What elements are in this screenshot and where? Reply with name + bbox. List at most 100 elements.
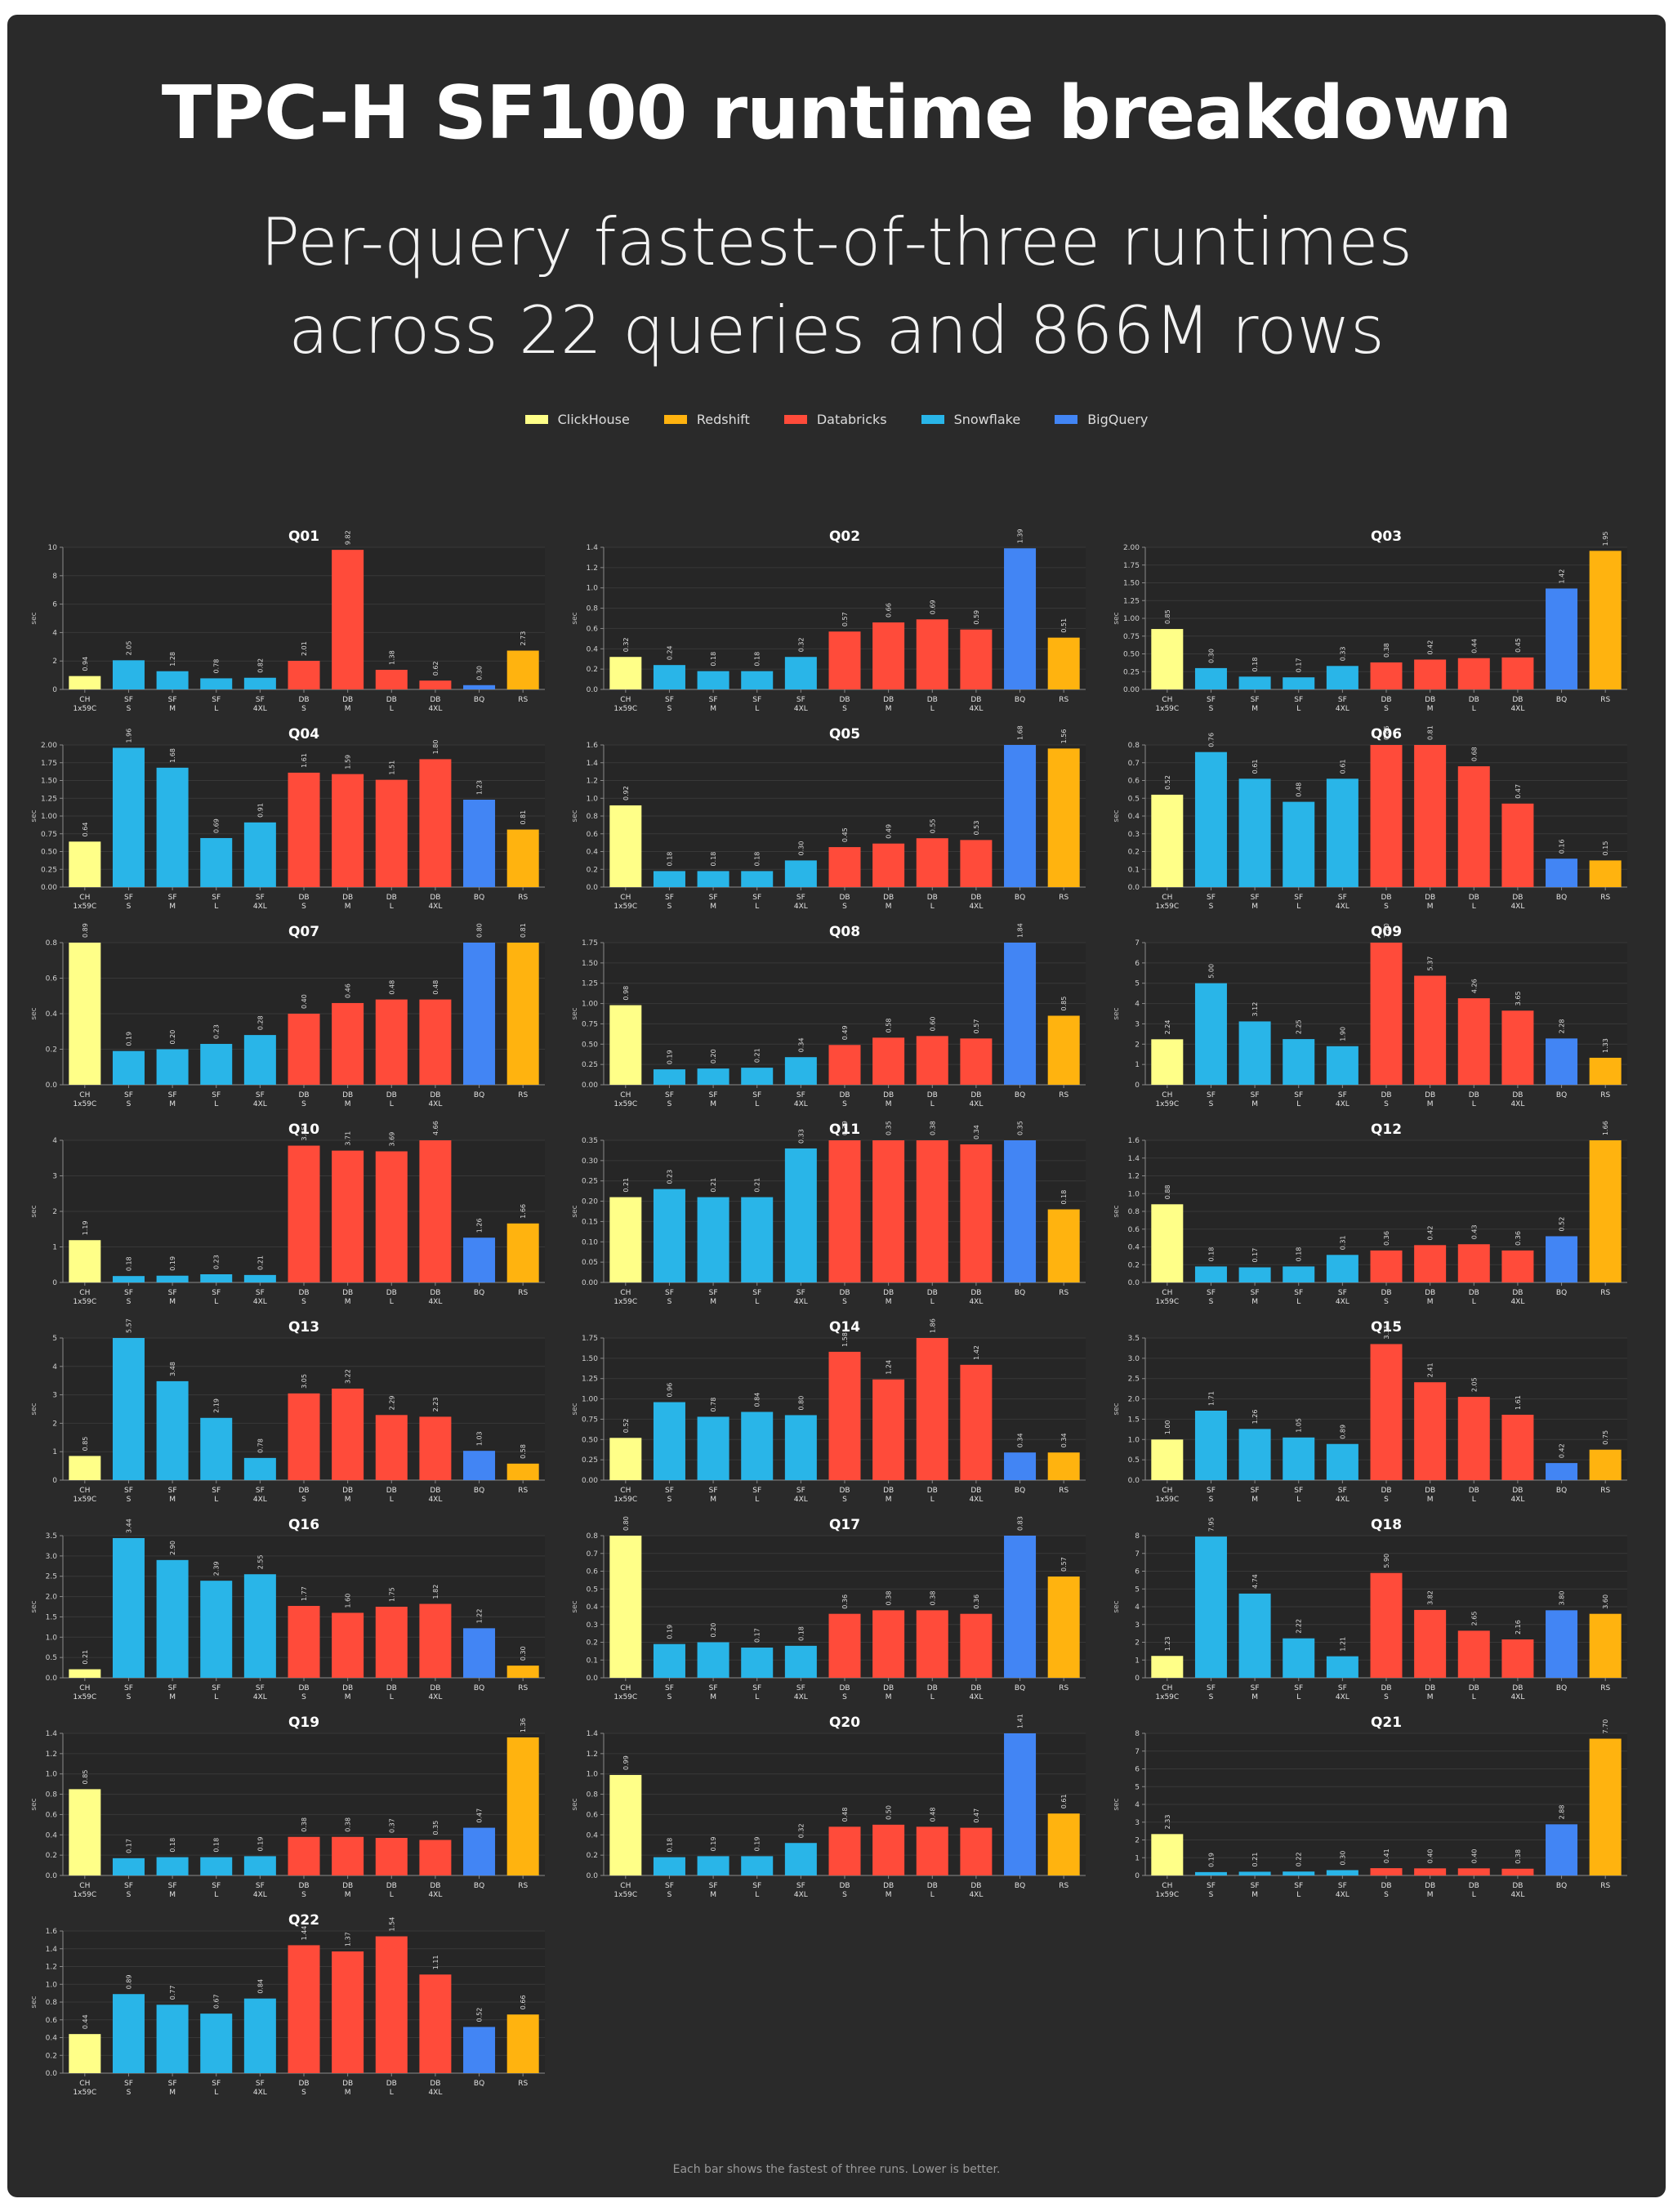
y-axis-label: sec xyxy=(571,1205,579,1217)
x-tick-label: SF xyxy=(665,1882,674,1890)
x-tick-label: BQ xyxy=(474,696,484,704)
bar-value-label: 0.81 xyxy=(520,810,527,825)
y-tick-label: 3 xyxy=(1135,1020,1140,1028)
chart-panel-q15: Q15 0.0 0.5 1.0 1.5 2.0 2.5 3.0 3.5 sec 1.00 CH1x59… xyxy=(1113,1319,1627,1504)
x-tick-label: SF xyxy=(1251,1289,1260,1297)
x-tick-label: DB xyxy=(883,1289,894,1297)
x-tick-label: M xyxy=(1427,1693,1434,1701)
x-tick-label: DB xyxy=(927,1882,938,1890)
x-tick-label: S xyxy=(842,705,847,713)
bar xyxy=(828,1045,861,1085)
x-tick-label: L xyxy=(214,2089,218,2097)
x-tick-label: RS xyxy=(518,1091,528,1099)
x-tick-label: L xyxy=(755,1891,759,1899)
y-tick-label: 0.0 xyxy=(587,884,599,892)
y-tick-label: 0.50 xyxy=(582,1041,598,1049)
x-tick-label: SF xyxy=(796,1882,805,1890)
x-tick-label: L xyxy=(930,705,935,713)
y-tick-label: 0.6 xyxy=(587,1568,599,1576)
bar-value-label: 0.45 xyxy=(841,827,849,842)
y-tick-label: 1.2 xyxy=(587,1750,598,1759)
x-tick-label: 1x59C xyxy=(613,705,637,713)
bar xyxy=(784,860,817,887)
y-tick-label: 2 xyxy=(1135,1639,1140,1648)
panel-title: Q13 xyxy=(288,1319,319,1336)
x-tick-label: DB xyxy=(342,1091,353,1099)
x-tick-label: SF xyxy=(665,1091,674,1099)
bar-value-label: 2.24 xyxy=(1164,1020,1171,1035)
bar-value-label: 5.90 xyxy=(1383,1554,1390,1568)
bar-value-label: 0.18 xyxy=(754,852,761,867)
panel-title: Q16 xyxy=(288,1517,319,1533)
x-tick-label: SF xyxy=(124,2080,133,2088)
y-tick-label: 2.0 xyxy=(46,1594,58,1602)
bar-value-label: 2.23 xyxy=(432,1398,439,1412)
x-tick-label: DB xyxy=(1381,1684,1391,1692)
y-tick-label: 1.6 xyxy=(1128,1137,1140,1145)
y-tick-label: 0.2 xyxy=(587,1639,598,1648)
bar xyxy=(828,1351,861,1480)
bar xyxy=(828,631,861,689)
bar-value-label: 0.52 xyxy=(622,1418,630,1433)
bar xyxy=(1414,1868,1447,1875)
y-tick-label: 7 xyxy=(1135,1550,1140,1559)
y-tick-label: 0.2 xyxy=(46,2052,57,2060)
y-tick-label: 0.6 xyxy=(587,831,599,839)
y-tick-label: 4 xyxy=(1135,1001,1140,1009)
y-tick-label: 0.4 xyxy=(587,1831,599,1840)
x-tick-label: SF xyxy=(1207,1091,1216,1099)
bar xyxy=(1283,1266,1315,1282)
bar xyxy=(156,1857,189,1875)
bar-value-label: 0.91 xyxy=(257,803,264,818)
x-tick-label: S xyxy=(127,1496,132,1504)
bar-value-label: 0.55 xyxy=(929,818,936,833)
x-tick-label: L xyxy=(1296,1891,1300,1899)
bar-value-label: 0.23 xyxy=(666,1170,673,1184)
bar xyxy=(1047,637,1080,689)
x-tick-label: L xyxy=(930,1100,935,1108)
bar xyxy=(828,847,861,887)
bar-value-label: 0.82 xyxy=(257,658,264,673)
bar xyxy=(872,1140,905,1282)
y-tick-label: 2.00 xyxy=(1123,544,1140,552)
y-tick-label: 6 xyxy=(52,601,57,609)
bar-value-label: 0.69 xyxy=(213,818,221,833)
chart-panel-q08: Q08 0.00 0.25 0.50 0.75 1.00 1.25 1.50 1.75 sec 0.… xyxy=(571,923,1086,1108)
bar-value-label: 0.52 xyxy=(476,2008,484,2022)
bar xyxy=(1414,1245,1447,1282)
y-tick-label: 1.25 xyxy=(1123,597,1140,605)
bar-value-label: 3.35 xyxy=(1383,1325,1390,1340)
bar xyxy=(1501,657,1534,689)
subtitle-line-2: across 22 queries and 866M rows xyxy=(288,292,1385,368)
bar xyxy=(419,1603,452,1678)
x-tick-label: SF xyxy=(1294,894,1303,902)
x-tick-label: M xyxy=(345,2089,351,2097)
bar xyxy=(332,1150,364,1282)
x-tick-label: 1x59C xyxy=(613,1100,637,1108)
bar xyxy=(1047,1452,1080,1480)
y-axis-label: sec xyxy=(30,1007,38,1019)
bar-value-label: 9.82 xyxy=(345,530,352,545)
bar-value-label: 0.92 xyxy=(622,786,630,801)
x-tick-label: DB xyxy=(970,1091,981,1099)
y-tick-label: 1.0 xyxy=(587,795,599,803)
bar-value-label: 1.80 xyxy=(432,740,439,755)
x-tick-label: DB xyxy=(927,696,938,704)
panel-title: Q14 xyxy=(829,1319,860,1336)
bar xyxy=(1238,778,1271,887)
x-tick-label: SF xyxy=(752,1289,761,1297)
bar-value-label: 2.55 xyxy=(257,1554,264,1569)
bar-value-label: 0.34 xyxy=(973,1125,980,1139)
y-tick-label: 1.0 xyxy=(587,1771,599,1779)
x-tick-label: L xyxy=(1472,903,1476,911)
x-tick-label: 4XL xyxy=(1336,1298,1350,1306)
legend: ClickHouse Redshift Databricks Snowflake… xyxy=(7,412,1666,427)
bar-value-label: 2.90 xyxy=(169,1541,176,1555)
bar-value-label: 1.23 xyxy=(1164,1636,1171,1651)
x-tick-label: SF xyxy=(1338,1882,1347,1890)
x-tick-label: DB xyxy=(970,1684,981,1692)
x-tick-label: DB xyxy=(839,894,850,902)
bar-value-label: 1.21 xyxy=(1339,1637,1346,1652)
bar xyxy=(112,1994,145,2073)
x-tick-label: S xyxy=(301,2089,306,2097)
